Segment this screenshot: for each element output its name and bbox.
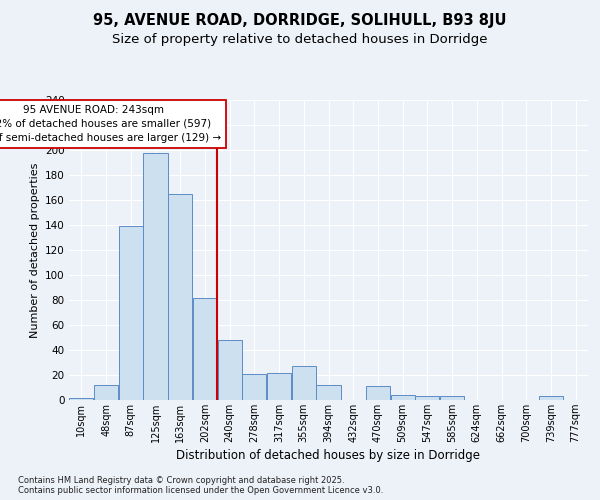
Bar (267, 372, 291, 400)
Bar (242, 374, 266, 400)
Bar (366, 386, 390, 400)
Bar (440, 396, 464, 400)
Bar (168, 194, 193, 400)
Y-axis label: Number of detached properties: Number of detached properties (29, 162, 40, 338)
Bar (193, 298, 217, 400)
X-axis label: Distribution of detached houses by size in Dorridge: Distribution of detached houses by size … (176, 449, 481, 462)
Text: 95 AVENUE ROAD: 243sqm
← 82% of detached houses are smaller (597)
18% of semi-de: 95 AVENUE ROAD: 243sqm ← 82% of detached… (0, 105, 221, 143)
Text: Size of property relative to detached houses in Dorridge: Size of property relative to detached ho… (112, 32, 488, 46)
Bar (119, 226, 143, 400)
Bar (218, 340, 242, 400)
Bar (391, 395, 415, 400)
Text: 95, AVENUE ROAD, DORRIDGE, SOLIHULL, B93 8JU: 95, AVENUE ROAD, DORRIDGE, SOLIHULL, B93… (93, 12, 507, 28)
Text: Contains HM Land Registry data © Crown copyright and database right 2025.
Contai: Contains HM Land Registry data © Crown c… (18, 476, 383, 495)
Bar (415, 396, 439, 400)
Bar (539, 396, 563, 400)
Bar (292, 366, 316, 400)
Bar (143, 152, 167, 400)
Bar (316, 385, 341, 400)
Bar (94, 385, 118, 400)
Bar (69, 398, 94, 400)
